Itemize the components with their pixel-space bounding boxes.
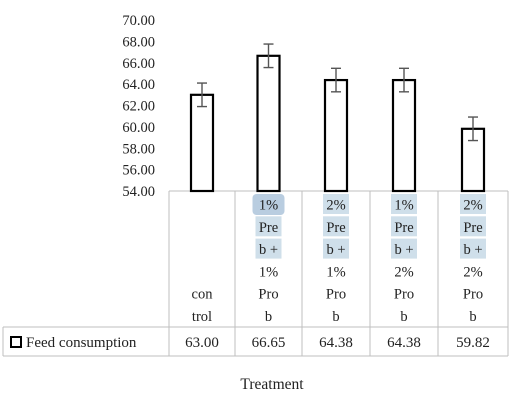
y-tick-label: 56.00 [122,163,155,179]
y-tick-label: 68.00 [122,34,155,50]
category-label: trol [192,309,212,325]
highlight-layer [252,194,486,259]
text-highlight [460,216,486,237]
table-value: 63.00 [185,335,219,351]
category-label: b [332,309,339,325]
text-highlight [323,238,349,259]
category-label: Pro [394,287,414,303]
text-highlight [323,216,349,237]
y-tick-label: 60.00 [122,120,155,136]
text-highlight [391,194,417,214]
category-label: Pro [258,287,278,303]
legend: Feed consumption [10,335,137,351]
y-tick-label: 64.00 [122,77,155,93]
category-label: 2% [463,264,482,280]
bar [323,78,349,193]
category-label: con [192,287,214,303]
category-label: b + [463,242,482,258]
y-tick-label: 62.00 [122,99,155,115]
y-axis-ticks: 70.00 68.00 66.00 64.00 62.00 60.00 58.00 56.00… [122,13,155,200]
y-tick-label: 66.00 [122,56,155,72]
table-grid [2,190,509,357]
bars-layer [189,54,486,193]
category-label: 1% [326,264,345,280]
category-label: Pro [463,287,483,303]
text-highlight [252,194,285,215]
category-label: Pre [394,220,413,236]
bar [256,54,281,193]
text-highlight [255,216,282,237]
y-tick-label: 70.00 [122,13,155,29]
category-label: b [400,309,407,325]
table-value: 59.82 [456,335,490,351]
text-highlight [460,194,486,214]
table-value: 66.65 [252,335,286,351]
category-label: b + [326,242,345,258]
error-bars-layer [197,43,478,142]
category-label: Pre [259,220,278,236]
category-label: 2% [326,198,345,214]
legend-label: Feed consumption [26,335,137,351]
category-label: b + [259,242,278,258]
table-value: 64.38 [387,335,421,351]
y-tick-label: 58.00 [122,141,155,157]
legend-swatch [10,336,22,348]
category-labels: con trol 1% Pre b + 1% Pro b 2% Pre b + 1% Pro b 1% Pre… [192,198,484,326]
category-label: b + [394,242,413,258]
category-label: 1% [259,198,278,214]
bar [391,78,417,193]
category-label: 1% [394,198,413,214]
bar [189,93,215,193]
text-highlight [460,238,486,259]
text-highlight [255,238,282,259]
category-label: Pre [463,220,482,236]
category-label: b [469,309,476,325]
text-highlight [323,194,349,214]
category-label: 2% [463,198,482,214]
y-tick-label: 54.00 [122,184,155,200]
table-value: 64.38 [319,335,353,351]
category-label: Pro [326,287,346,303]
category-label: Pre [326,220,345,236]
text-highlight [391,216,417,237]
text-highlight [391,238,417,259]
x-axis-title: Treatment [240,376,304,393]
category-label: b [265,309,272,325]
category-label: 1% [259,264,278,280]
category-label: 2% [394,264,413,280]
data-table: 63.00 66.65 64.38 64.38 59.82 [185,335,490,351]
